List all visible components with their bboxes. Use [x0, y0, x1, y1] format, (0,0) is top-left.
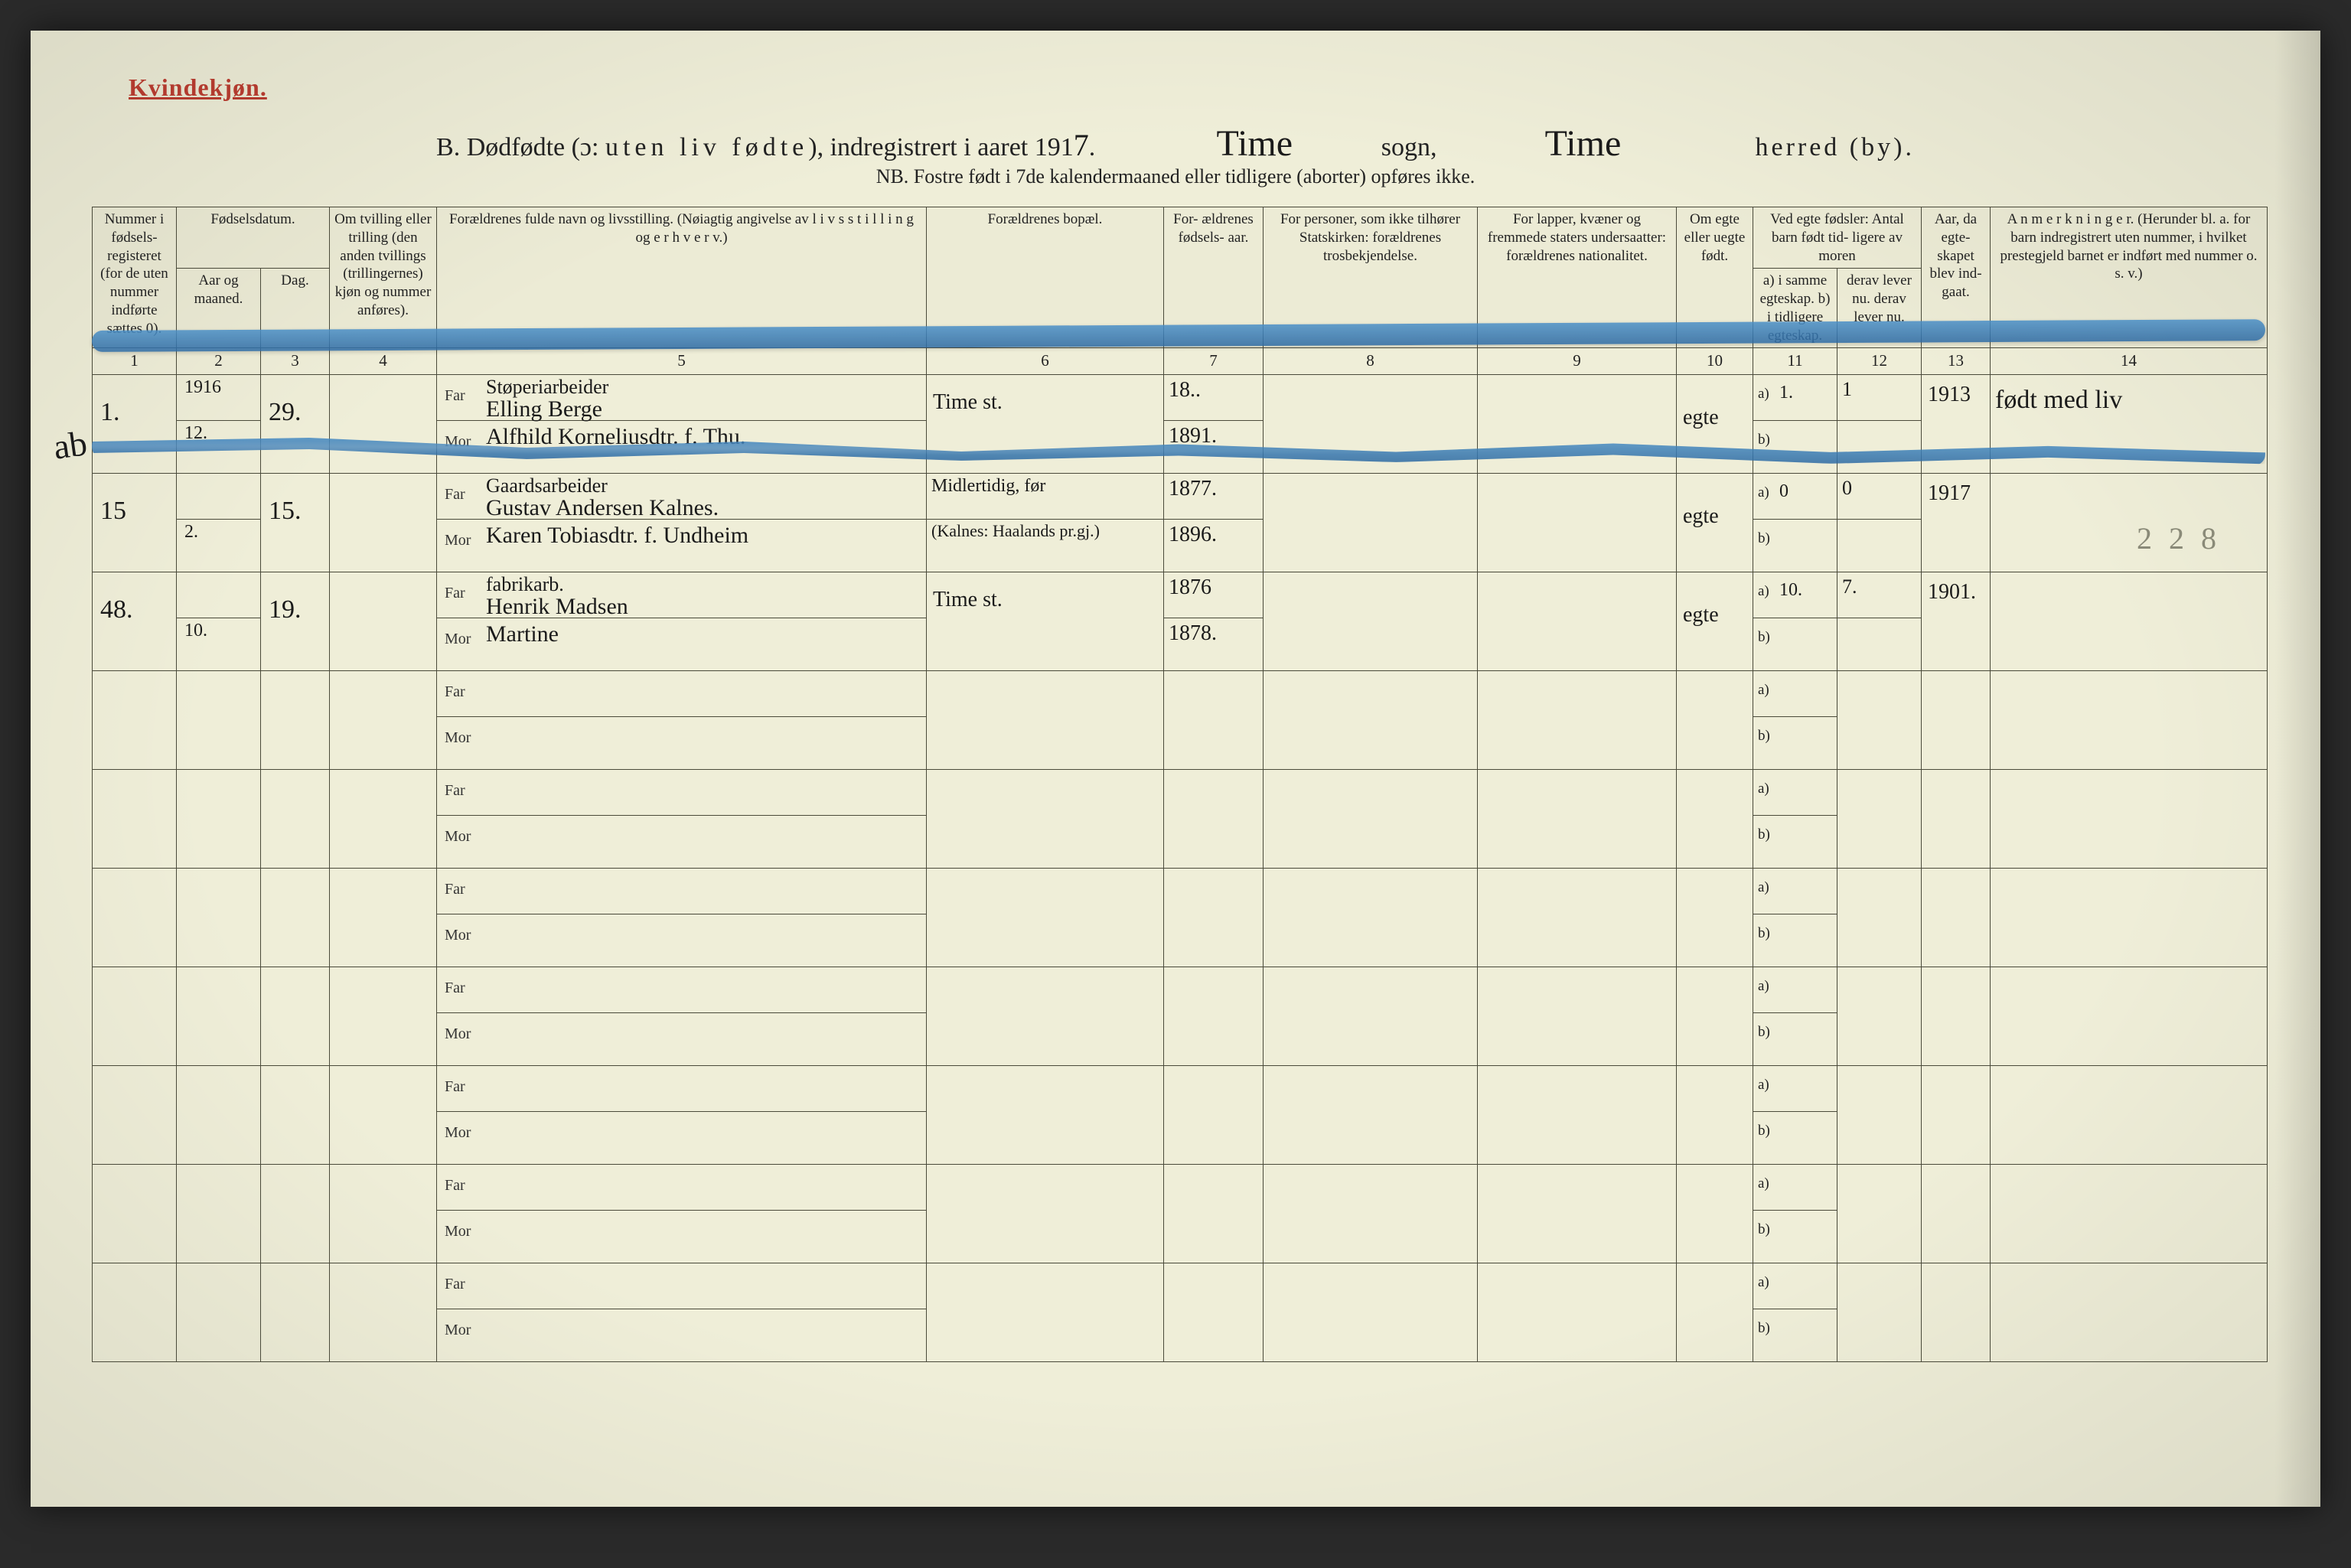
mor-label: Mor [445, 532, 471, 549]
mor-label: Mor [445, 1025, 471, 1043]
table-row: FarMora)b) [93, 1066, 2268, 1165]
gender-heading: Kvindekjøn. [129, 73, 267, 102]
table-row: 1.191612.29.Far StøperiarbeiderElling Be… [93, 375, 2268, 474]
table-row: FarMora)b) [93, 770, 2268, 869]
far-label: Far [445, 387, 465, 405]
table-row: FarMora)b) [93, 671, 2268, 770]
title-line: B. Dødfødte (ɔ: uten liv fødte), indregi… [31, 122, 2320, 165]
far-label: Far [445, 1078, 465, 1096]
mor-label: Mor [445, 729, 471, 747]
table-row: 152.15.Far GaardsarbeiderGustav Andersen… [93, 474, 2268, 572]
col-10-header: Om egte eller uegte født. [1677, 207, 1753, 348]
column-number: 11 [1753, 348, 1837, 375]
handwritten-text: 10. [184, 621, 207, 641]
pencil-note: 2 2 8 [2137, 520, 2221, 556]
register-page: Kvindekjøn. B. Dødfødte (ɔ: uten liv fød… [31, 31, 2320, 1507]
far-label: Far [445, 1276, 465, 1293]
col-13-header: Aar, da egte- skapet blev ind- gaat. [1922, 207, 1991, 348]
col-11b-header: derav lever nu. derav lever nu. [1837, 269, 1922, 348]
far-label: Far [445, 683, 465, 701]
sogn-handwritten: Time [1155, 122, 1354, 165]
table-row: FarMora)b) [93, 1263, 2268, 1362]
column-number: 6 [927, 348, 1164, 375]
far-label: Far [445, 782, 465, 800]
col-2-3-header: Fødselsdatum. [177, 207, 330, 269]
mor-label: Mor [445, 433, 471, 451]
col-11-12-header: Ved egte fødsler: Antal barn født tid- l… [1753, 207, 1922, 269]
handwritten-text: 1916 [184, 377, 221, 397]
far-label: Far [445, 1177, 465, 1195]
column-number: 4 [330, 348, 437, 375]
far-label: Far [445, 881, 465, 898]
column-number-row: 1234567891011121314 [93, 348, 2268, 375]
mor-label: Mor [445, 828, 471, 846]
column-number: 7 [1164, 348, 1264, 375]
col-4-header: Om tvilling eller trilling (den anden tv… [330, 207, 437, 348]
handwritten-text: 12. [184, 423, 207, 443]
mor-label: Mor [445, 1223, 471, 1240]
mor-label: Mor [445, 927, 471, 944]
register-table: Nummer i fødsels- registeret (for de ute… [92, 207, 2268, 1362]
column-number: 2 [177, 348, 261, 375]
mor-label: Mor [445, 1322, 471, 1339]
year-digit: 7 [1074, 128, 1089, 162]
column-number: 5 [437, 348, 927, 375]
far-label: Far [445, 980, 465, 997]
handwritten-text: 2. [184, 522, 198, 542]
column-number: 12 [1837, 348, 1922, 375]
col-2b-header: Dag. [261, 269, 330, 348]
mor-label: Mor [445, 1124, 471, 1142]
col-6-header: Forældrenes bopæl. [927, 207, 1164, 348]
col-7-header: For- ældrenes fødsels- aar. [1164, 207, 1264, 348]
col-5-header: Forældrenes fulde navn og livsstilling. … [437, 207, 927, 348]
herred-label: herred (by). [1755, 133, 1914, 161]
col-1-header: Nummer i fødsels- registeret (for de ute… [93, 207, 177, 348]
mor-label: Mor [445, 631, 471, 648]
title-prefix: B. Dødfødte (ɔ: [436, 133, 605, 161]
margin-note: ab [51, 422, 90, 468]
column-number: 1 [93, 348, 177, 375]
table-row: FarMora)b) [93, 967, 2268, 1066]
table-body: 1.191612.29.Far StøperiarbeiderElling Be… [93, 375, 2268, 1362]
column-number: 9 [1478, 348, 1677, 375]
table-row: 48.10.19.Far fabrikarb.Henrik MadsenMor … [93, 572, 2268, 671]
col-11a-header: a) i samme egteskap. b) i tidligere egte… [1753, 269, 1837, 348]
nb-line: NB. Fostre født i 7de kalendermaaned ell… [31, 165, 2320, 188]
col-8-header: For personer, som ikke tilhører Statskir… [1264, 207, 1478, 348]
column-number: 14 [1991, 348, 2268, 375]
title-spaced: uten liv fødte [605, 133, 808, 161]
col-14-header: A n m e r k n i n g e r. (Herunder bl. a… [1991, 207, 2268, 348]
far-label: Far [445, 585, 465, 602]
column-number: 3 [261, 348, 330, 375]
column-number: 13 [1922, 348, 1991, 375]
table-row: FarMora)b) [93, 869, 2268, 967]
far-label: Far [445, 486, 465, 504]
title-suffix: ), indregistrert i aaret 191 [808, 133, 1073, 161]
table-row: FarMora)b) [93, 1165, 2268, 1263]
herred-handwritten: Time [1483, 122, 1682, 165]
col-9-header: For lapper, kvæner og fremmede staters u… [1478, 207, 1677, 348]
column-number: 8 [1264, 348, 1478, 375]
col-2a-header: Aar og maaned. [177, 269, 261, 348]
column-number: 10 [1677, 348, 1753, 375]
sogn-label: sogn, [1381, 133, 1437, 161]
